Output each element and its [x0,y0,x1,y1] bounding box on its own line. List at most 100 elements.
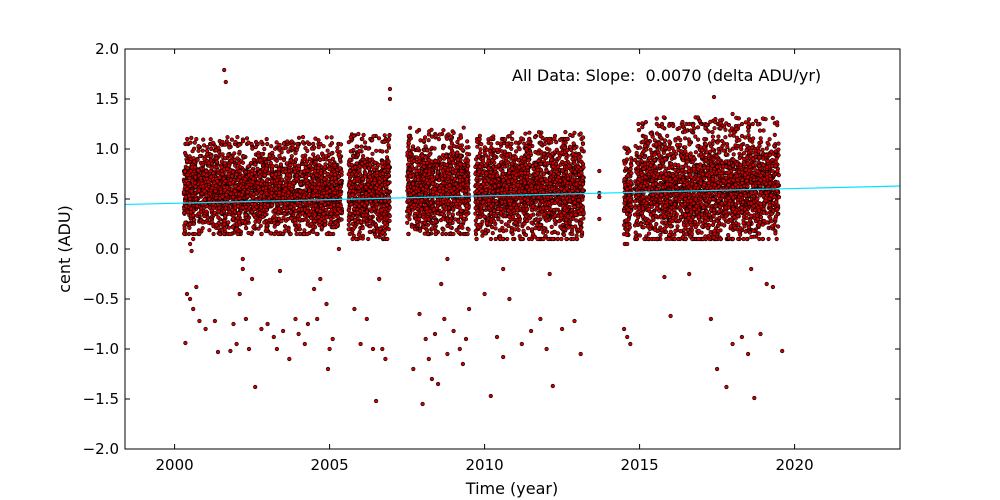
data-point [192,217,197,223]
data-point [373,160,378,165]
data-point [433,159,438,164]
data-point [350,236,355,242]
data-point [285,217,290,222]
data-point [274,163,279,168]
data-point [289,187,294,192]
data-point [429,127,434,132]
data-point [448,218,453,223]
data-point [406,208,411,213]
data-point [433,219,438,224]
data-point [197,231,202,237]
data-point [443,231,449,237]
data-point [423,155,428,160]
data-point [281,215,286,220]
data-point [419,198,424,203]
data-point [288,210,294,215]
data-point [441,128,446,133]
data-point [314,231,319,237]
data-point [220,172,225,177]
data-point [193,165,198,170]
data-point [211,140,216,145]
data-point [361,154,366,159]
data-point [217,175,222,180]
data-point [451,130,456,135]
data-point [259,190,264,195]
data-point [265,227,270,232]
data-point [347,157,353,162]
data-point [255,181,260,186]
data-point [226,172,231,177]
data-point [353,165,358,170]
data-point [425,148,430,153]
data-point [447,171,452,176]
data-point [430,226,435,231]
data-point [214,159,219,164]
data-point [408,125,413,130]
data-point [240,205,245,210]
data-point [217,231,222,237]
data-point [321,211,326,217]
data-point [271,218,277,223]
data-point [368,170,373,176]
data-point [328,231,333,237]
data-point [381,212,387,217]
data-point [277,183,282,188]
data-point [412,158,417,164]
data-point [460,147,465,152]
data-point [244,205,249,210]
data-point [351,154,356,159]
data-point [406,162,411,167]
data-point [386,227,391,232]
data-point [417,213,423,218]
data-point [346,172,351,177]
data-point [282,229,287,234]
data-point [184,141,190,146]
data-point [241,139,246,144]
data-point [371,206,377,211]
data-point [324,135,329,140]
data-point [386,143,391,148]
data-point [409,164,415,169]
data-point [234,172,239,177]
data-point [187,225,192,230]
data-point [223,214,228,219]
data-point [207,205,212,210]
data-point [335,145,340,150]
data-point [318,209,323,214]
data-point [270,179,275,184]
data-point [458,214,464,219]
data-point [361,213,366,218]
data-point [437,132,442,137]
data-point [236,161,241,166]
data-point [217,150,222,155]
data-point [362,159,368,164]
data-point [426,181,431,186]
data-point [273,172,278,177]
data-point [314,192,319,198]
data-point [348,189,353,194]
data-point [440,231,445,237]
data-point [414,169,419,174]
data-point [223,206,228,211]
data-point [216,209,221,214]
data-point [288,158,294,163]
data-point [218,189,224,194]
data-point [293,227,299,232]
data-point [189,135,194,140]
data-point [457,178,462,183]
data-point [465,151,470,156]
data-point [294,173,300,178]
data-point [346,222,351,227]
data-point [324,193,329,198]
data-point [327,167,332,172]
data-point [319,225,324,230]
data-point [380,149,385,154]
data-point [323,222,328,227]
data-point [355,177,360,182]
data-point [351,133,356,138]
data-point [421,164,427,169]
data-point [183,150,188,156]
data-point [192,146,197,151]
data-point [202,197,207,202]
